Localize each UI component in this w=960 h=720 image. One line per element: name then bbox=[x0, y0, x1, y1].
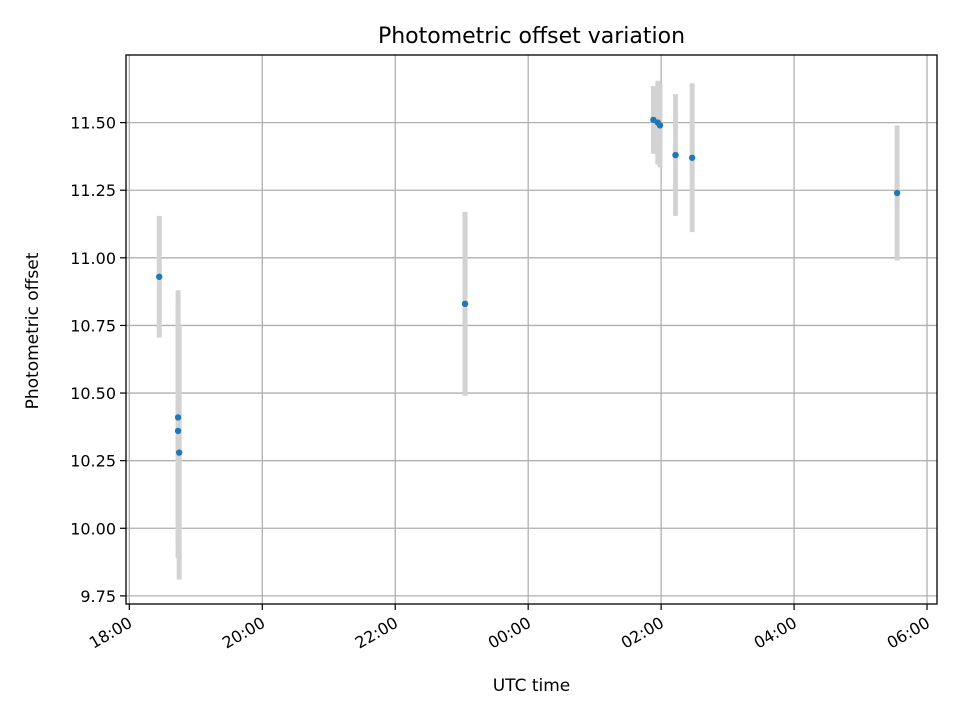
y-axis-label: Photometric offset bbox=[23, 252, 43, 409]
data-point bbox=[656, 122, 664, 129]
x-axis-label: UTC time bbox=[493, 676, 571, 696]
data-point bbox=[156, 273, 163, 280]
data-point bbox=[893, 189, 901, 197]
y-tick-label: 11.00 bbox=[70, 249, 116, 268]
plot-area bbox=[126, 55, 937, 604]
data-point bbox=[174, 427, 182, 435]
y-tick-label: 10.25 bbox=[70, 452, 116, 471]
y-tick-label: 10.50 bbox=[70, 384, 116, 403]
y-grid bbox=[126, 121, 937, 597]
data-point bbox=[174, 414, 182, 421]
y-tick-label: 10.75 bbox=[70, 316, 116, 335]
data-point bbox=[461, 300, 469, 308]
y-axis-ticks: 9.75 10.00 10.25 10.50 10.75 11.00 11.25 11.50 bbox=[70, 114, 126, 606]
data-point bbox=[672, 151, 679, 159]
data-point bbox=[688, 154, 696, 161]
data-points bbox=[156, 116, 901, 456]
y-tick-label: 11.50 bbox=[70, 114, 116, 133]
y-tick-label: 9.75 bbox=[80, 587, 116, 606]
x-grid bbox=[128, 55, 928, 604]
y-tick-label: 11.25 bbox=[70, 181, 116, 200]
y-tick-label: 10.00 bbox=[70, 519, 116, 538]
chart-title: Photometric offset variation bbox=[378, 24, 685, 49]
data-point bbox=[175, 449, 183, 456]
plot-frame bbox=[125, 54, 938, 605]
